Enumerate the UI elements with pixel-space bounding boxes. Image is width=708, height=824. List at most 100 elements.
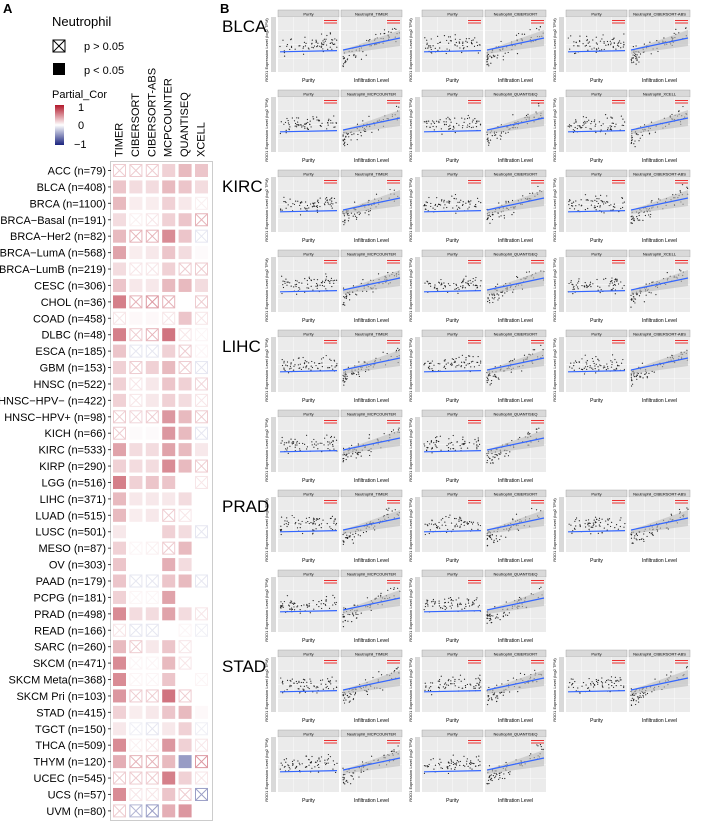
scatter-point <box>281 364 284 367</box>
regression-line <box>630 37 689 51</box>
y-axis-label: ROD1 Expression Level (log2 TPM) <box>408 178 413 242</box>
scatter-point <box>502 59 504 61</box>
scatter-point <box>397 587 399 589</box>
scatter-point <box>475 685 477 687</box>
scatter-point <box>430 38 432 40</box>
scatter-point <box>486 613 488 616</box>
scatter-point <box>529 432 531 435</box>
scatter-point <box>458 686 460 688</box>
scatter-point <box>344 376 346 378</box>
scatter-point <box>298 286 300 289</box>
cell-border <box>113 164 126 177</box>
scatter-point <box>294 767 297 769</box>
regression-line <box>342 677 401 691</box>
heatmap-cell <box>195 492 208 506</box>
scatter-point <box>327 119 330 122</box>
scatter-point <box>316 119 318 121</box>
scatter-point <box>442 607 444 609</box>
cell-cross <box>129 344 143 358</box>
scatter-point <box>306 446 309 448</box>
scatter-point <box>327 753 329 756</box>
cell-border <box>129 640 143 654</box>
scatter-point <box>426 524 428 526</box>
scatter-point <box>281 682 283 684</box>
scatter-point <box>448 597 450 599</box>
scatter-point <box>321 122 323 124</box>
scatter-point <box>470 684 472 686</box>
scatter-point <box>294 444 296 446</box>
regression-line <box>279 690 338 693</box>
heatmap-cell <box>162 180 176 194</box>
scatter-point <box>320 683 322 685</box>
scatter-point <box>521 370 523 372</box>
heatmap-cell <box>113 492 126 506</box>
scatter-point <box>290 607 293 609</box>
regression-line <box>279 290 338 293</box>
scatter-point <box>345 537 348 539</box>
scatter-point <box>322 48 324 50</box>
scatter-point <box>642 219 644 221</box>
scatter-point <box>321 284 324 287</box>
scatter-point <box>335 365 337 367</box>
scatter-point <box>454 38 457 40</box>
scatter-point <box>598 517 601 520</box>
scatter-point <box>643 124 646 126</box>
scatter-point <box>349 535 351 537</box>
scatter-point <box>475 122 477 125</box>
scatter-point <box>570 362 572 364</box>
scatter-point <box>479 524 482 527</box>
scatter-point <box>424 682 426 684</box>
scatter-point <box>286 43 289 46</box>
scatter-point <box>443 366 445 368</box>
scatter-point <box>298 124 300 127</box>
x-axis-label-purity: Purity <box>590 238 603 244</box>
scatter-point <box>281 275 283 277</box>
row-label: PCPG (n=181) <box>34 592 106 604</box>
scatter-point <box>437 49 439 51</box>
scatter-point <box>648 372 650 374</box>
scatter-point <box>631 542 633 544</box>
scatter-point <box>365 54 367 56</box>
scatter-point <box>462 286 464 288</box>
scatter-point <box>655 294 657 296</box>
scatter-point <box>438 521 440 524</box>
scatter-point <box>452 600 454 602</box>
scatter-point <box>488 686 490 689</box>
scatter-point <box>643 301 645 303</box>
scatter-point <box>460 199 462 201</box>
scatter-point <box>393 587 395 589</box>
heatmap-cell <box>113 443 126 457</box>
scatter-point <box>342 221 344 223</box>
scatter-point <box>298 681 300 684</box>
scatter-point <box>327 48 329 50</box>
scatter-point <box>632 693 634 695</box>
scatter-point <box>360 58 363 60</box>
scatter-point <box>335 686 338 689</box>
heatmap-cell <box>145 246 159 260</box>
cell-border <box>195 722 208 736</box>
scatter-point <box>455 284 458 286</box>
scatter-point <box>570 35 572 37</box>
scatter-point <box>608 285 610 287</box>
scatter-point <box>316 116 318 118</box>
scatter-point <box>486 64 488 66</box>
cell-cross <box>195 558 208 571</box>
scatter-point <box>305 201 307 203</box>
scatter-point <box>497 617 499 619</box>
row-strip <box>415 497 420 552</box>
scatter-point <box>510 360 512 362</box>
scatter-point <box>630 704 633 706</box>
scatter-point <box>461 204 464 206</box>
x-axis-label-purity: Purity <box>446 398 459 404</box>
scatter-point <box>299 609 301 611</box>
scatter-point <box>312 118 314 120</box>
scatter-point <box>330 205 332 207</box>
scatter-point <box>634 140 636 142</box>
scatter-point <box>354 694 356 696</box>
scatter-point <box>332 43 335 46</box>
scatter-point <box>595 48 598 50</box>
scatter-point <box>316 692 318 694</box>
confidence-band <box>343 270 400 294</box>
cell-cross <box>129 755 143 768</box>
row-strip <box>415 17 420 72</box>
